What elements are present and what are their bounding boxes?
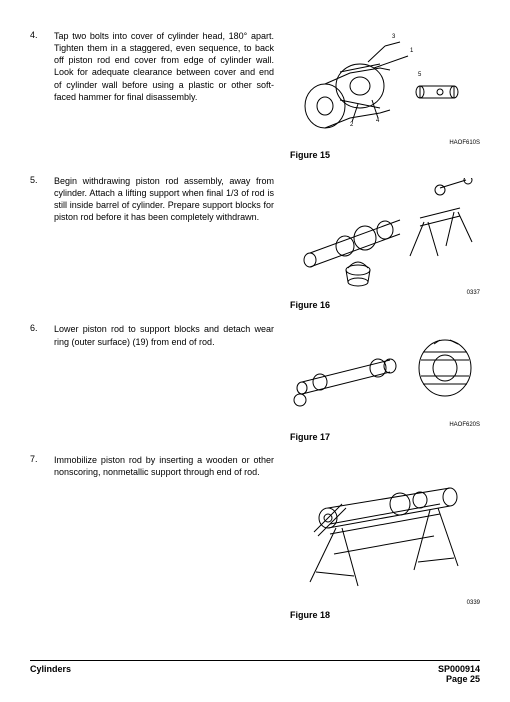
figure-16-code: 0337 — [290, 290, 480, 296]
step-4-text: Tap two bolts into cover of cylinder hea… — [54, 30, 274, 103]
figure-15-caption: Figure 15 — [290, 150, 480, 160]
figure-15-icon: 3 1 5 2 4 — [290, 28, 480, 138]
footer-left: Cylinders — [30, 664, 71, 684]
figure-15-code: HAOF610S — [290, 140, 480, 146]
footer-pagenum: Page 25 — [438, 674, 480, 684]
figure-18-icon — [290, 478, 480, 598]
step-5-number: 5. — [30, 175, 54, 185]
figure-16-caption: Figure 16 — [290, 300, 480, 310]
footer-right: SP000914 Page 25 — [438, 664, 480, 684]
step-7: 7. Immobilize piston rod by inserting a … — [30, 454, 480, 478]
svg-text:1: 1 — [410, 48, 414, 54]
step-7-text: Immobilize piston rod by inserting a woo… — [54, 454, 274, 478]
figure-16-block: 0337 Figure 16 — [290, 178, 480, 310]
figure-15-block: 3 1 5 2 4 HAOF610S Figure 15 — [290, 28, 480, 160]
figure-17-icon — [290, 330, 480, 420]
step-6-number: 6. — [30, 323, 54, 333]
step-5-text: Begin withdrawing piston rod assembly, a… — [54, 175, 274, 224]
svg-text:5: 5 — [418, 72, 422, 78]
page-footer: Cylinders SP000914 Page 25 — [30, 660, 480, 684]
figure-17-code: HAOF620S — [290, 422, 480, 428]
svg-text:2: 2 — [350, 122, 354, 128]
step-6-text: Lower piston rod to support blocks and d… — [54, 323, 274, 347]
figure-17-caption: Figure 17 — [290, 432, 480, 442]
svg-text:3: 3 — [392, 34, 396, 40]
svg-text:4: 4 — [376, 118, 380, 124]
step-4-number: 4. — [30, 30, 54, 40]
step-7-number: 7. — [30, 454, 54, 464]
figure-18-block: 0339 Figure 18 — [290, 478, 480, 620]
figure-18-code: 0339 — [290, 600, 480, 606]
footer-docnum: SP000914 — [438, 664, 480, 674]
figure-18-caption: Figure 18 — [290, 610, 480, 620]
figure-17-block: HAOF620S Figure 17 — [290, 330, 480, 442]
figure-16-icon — [290, 178, 480, 288]
